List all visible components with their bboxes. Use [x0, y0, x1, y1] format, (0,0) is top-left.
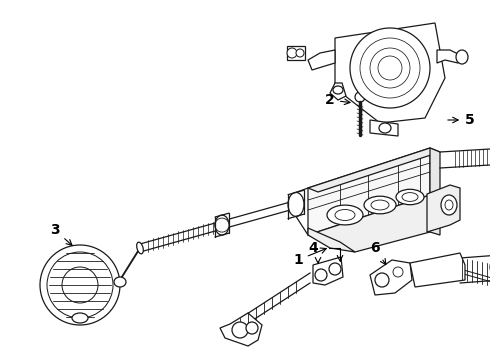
Ellipse shape	[350, 28, 430, 108]
Text: 1: 1	[293, 248, 326, 267]
Ellipse shape	[375, 273, 389, 287]
Polygon shape	[287, 46, 305, 60]
Ellipse shape	[371, 200, 389, 210]
Polygon shape	[370, 120, 398, 136]
Ellipse shape	[232, 322, 248, 338]
Ellipse shape	[402, 193, 418, 201]
Ellipse shape	[393, 267, 403, 277]
Polygon shape	[410, 253, 465, 287]
Polygon shape	[308, 228, 355, 252]
Ellipse shape	[288, 192, 304, 216]
Ellipse shape	[114, 277, 126, 287]
Ellipse shape	[47, 252, 113, 318]
Polygon shape	[313, 257, 343, 285]
Ellipse shape	[296, 49, 304, 57]
Text: 5: 5	[448, 113, 475, 127]
Polygon shape	[330, 83, 346, 100]
Ellipse shape	[40, 245, 120, 325]
Polygon shape	[308, 148, 440, 192]
Ellipse shape	[335, 210, 355, 220]
Ellipse shape	[441, 195, 457, 215]
Ellipse shape	[215, 215, 229, 235]
Text: 6: 6	[370, 241, 386, 265]
Polygon shape	[370, 260, 412, 295]
Ellipse shape	[355, 92, 365, 102]
Ellipse shape	[246, 322, 258, 334]
Text: 4: 4	[308, 241, 321, 263]
Ellipse shape	[364, 196, 396, 214]
Ellipse shape	[215, 218, 229, 232]
Ellipse shape	[315, 269, 327, 281]
Ellipse shape	[137, 242, 143, 254]
Polygon shape	[437, 50, 460, 63]
Polygon shape	[220, 313, 262, 346]
Ellipse shape	[287, 48, 297, 58]
Ellipse shape	[360, 38, 420, 98]
Ellipse shape	[333, 86, 343, 94]
Polygon shape	[427, 185, 460, 232]
Ellipse shape	[445, 200, 453, 210]
Ellipse shape	[327, 205, 363, 225]
Polygon shape	[335, 23, 445, 123]
Polygon shape	[430, 148, 440, 235]
Polygon shape	[308, 195, 430, 252]
Ellipse shape	[378, 56, 402, 80]
Text: 3: 3	[50, 223, 72, 245]
Ellipse shape	[329, 263, 341, 275]
Ellipse shape	[456, 50, 468, 64]
Polygon shape	[308, 50, 335, 70]
Polygon shape	[308, 148, 430, 235]
Text: 2: 2	[325, 93, 350, 107]
Ellipse shape	[72, 313, 88, 323]
Ellipse shape	[62, 267, 98, 303]
Ellipse shape	[370, 48, 410, 88]
Ellipse shape	[379, 123, 391, 133]
Ellipse shape	[396, 189, 424, 205]
